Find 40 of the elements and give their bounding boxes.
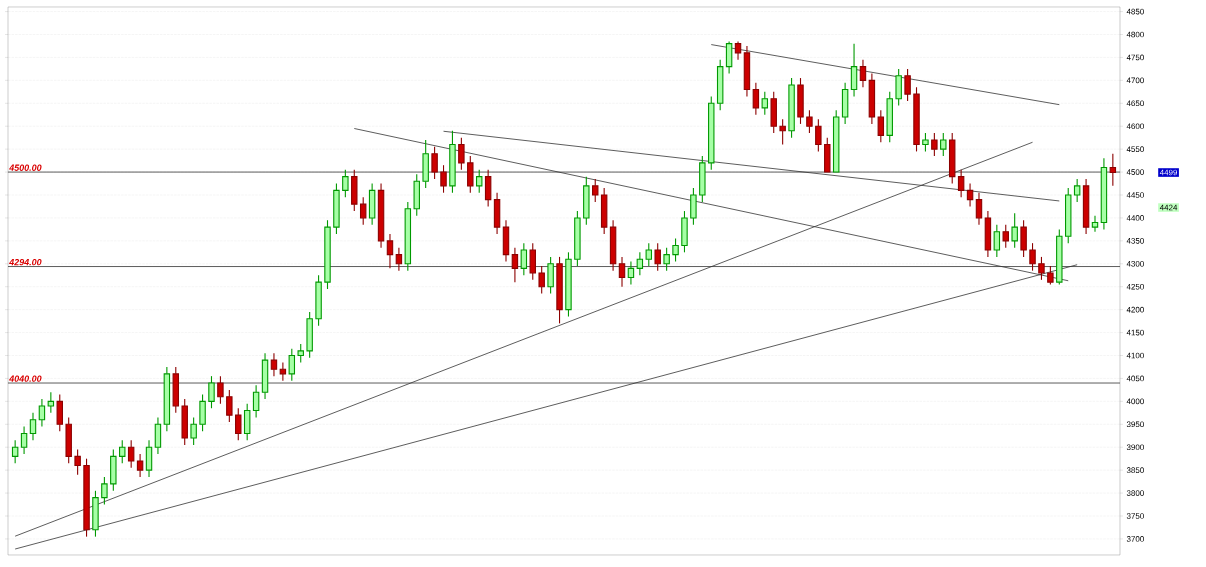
candlestick	[975, 192, 983, 226]
candlestick	[29, 412, 37, 441]
candlestick	[38, 398, 46, 428]
candlestick	[20, 426, 28, 455]
candlestick	[868, 72, 876, 125]
candlestick	[725, 40, 733, 75]
candlestick	[1082, 178, 1090, 235]
candlestick	[145, 439, 153, 478]
candlestick	[1100, 157, 1108, 230]
candlestick	[368, 182, 376, 226]
candlestick	[377, 182, 385, 249]
candlestick	[252, 384, 260, 418]
candlestick	[493, 192, 501, 235]
ref-line-label: 4500.00	[9, 164, 42, 171]
candlestick	[984, 210, 992, 258]
candlestick	[484, 169, 492, 208]
candlestick	[511, 247, 519, 283]
candlestick	[850, 43, 858, 97]
candlestick	[386, 233, 394, 269]
candlestick	[154, 416, 162, 455]
candlestick	[1091, 215, 1099, 233]
candlestick	[627, 260, 635, 285]
candlestick	[609, 219, 617, 272]
candlestick	[502, 219, 510, 263]
candlestick	[841, 82, 849, 125]
candlestick	[270, 352, 278, 377]
ref-line-label: 4040.00	[9, 375, 42, 382]
candlestick	[636, 251, 644, 276]
candlestick	[957, 169, 965, 198]
candlestick	[752, 82, 760, 116]
candlestick	[1109, 153, 1117, 187]
ref-line-label: 4294.00	[9, 258, 42, 266]
candlestick	[163, 366, 171, 432]
candlestick	[261, 352, 269, 400]
candlestick	[859, 59, 867, 88]
candlestick	[743, 45, 751, 97]
candlestick	[966, 182, 974, 208]
candlestick	[618, 256, 626, 288]
candlestick	[136, 453, 144, 478]
candlestick	[47, 391, 55, 414]
